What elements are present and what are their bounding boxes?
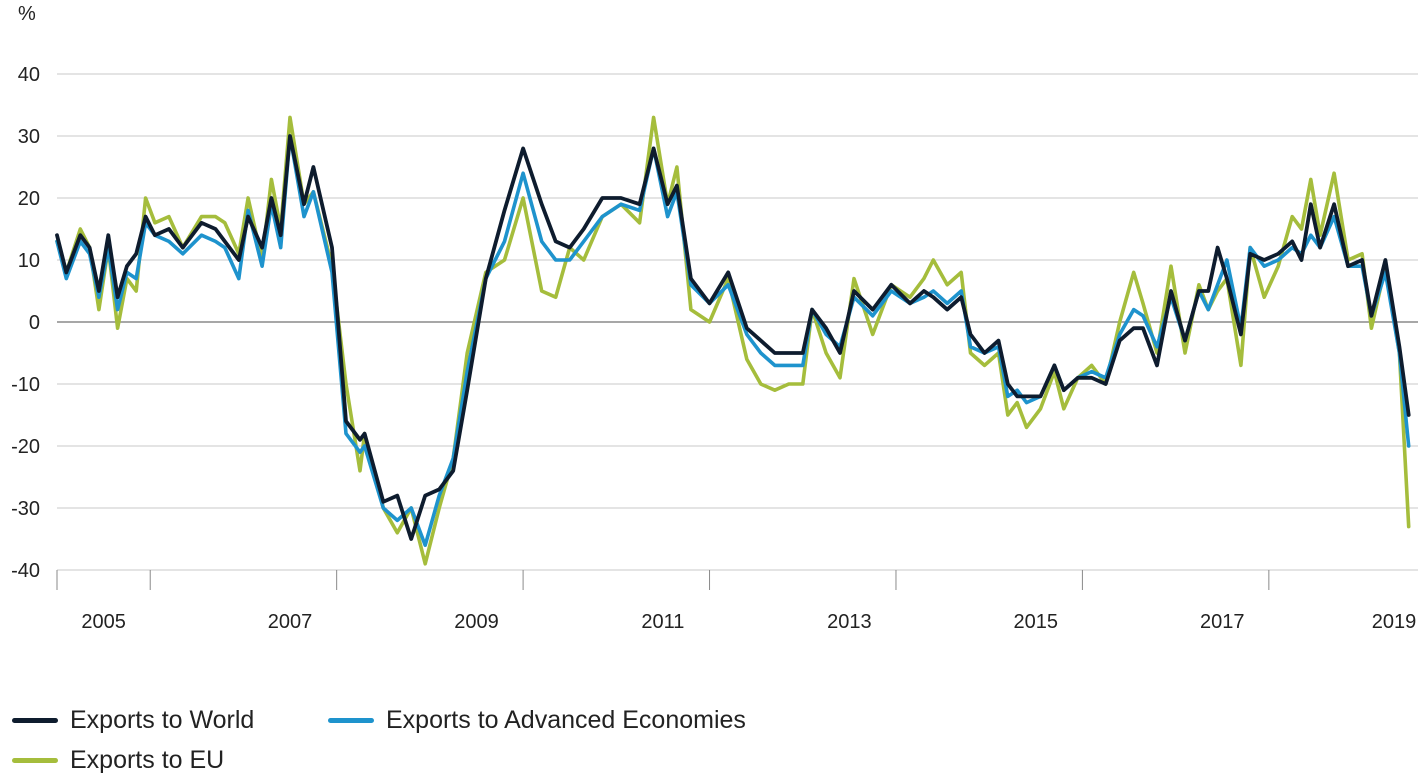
y-tick-label: -30 <box>11 498 40 520</box>
y-tick-label: 0 <box>29 312 40 334</box>
y-tick-label: 30 <box>18 126 40 148</box>
y-tick-label: 10 <box>18 250 40 272</box>
series-line-exports-to-world <box>55 134 1411 541</box>
x-tick-label: 2017 <box>1200 611 1245 633</box>
x-tick-label: 2011 <box>641 611 684 633</box>
legend-label-world: Exports to World <box>70 705 255 734</box>
x-tick-label: 2013 <box>827 611 872 633</box>
legend-label-eu: Exports to EU <box>70 745 225 774</box>
legend-item-advanced-economies: Exports to Advanced Economies <box>328 700 746 740</box>
legend-item-world: Exports to World <box>12 700 254 740</box>
legend-swatch-advanced-economies <box>328 717 374 723</box>
x-tick-label: 2019 <box>1372 611 1417 633</box>
series-lines <box>55 115 1411 566</box>
y-tick-label: -20 <box>11 436 40 458</box>
y-axis-unit-label: % <box>18 3 36 25</box>
legend-swatch-eu <box>12 757 58 763</box>
y-tick-label: 20 <box>18 188 40 210</box>
legend-label-advanced-economies: Exports to Advanced Economies <box>386 705 746 734</box>
y-tick-labels: 40 30 20 10 0 -10 -20 -30 -40 <box>11 64 40 582</box>
y-tick-label: -10 <box>11 374 40 396</box>
y-tick-label: -40 <box>11 560 40 582</box>
legend-swatch-world <box>12 717 58 723</box>
legend-item-eu: Exports to EU <box>12 740 224 780</box>
x-tick-label: 2007 <box>268 611 313 633</box>
line-chart: 40 30 20 10 0 -10 -20 -30 -40 % 2005 2007 2009 2011… <box>11 3 1418 633</box>
x-tick-label: 2015 <box>1014 611 1059 633</box>
series-line-exports-to-advanced-economies <box>55 134 1411 548</box>
legend: Exports to World Exports to Advanced Eco… <box>12 700 912 776</box>
x-tick-label: 2009 <box>454 611 499 633</box>
x-tick-label: 2005 <box>81 611 126 633</box>
x-axis: 2005 2007 2009 2011 2013 2015 2017 2019 <box>56 570 1417 633</box>
series-line-exports-to-eu <box>55 115 1411 566</box>
y-tick-label: 40 <box>18 64 40 86</box>
